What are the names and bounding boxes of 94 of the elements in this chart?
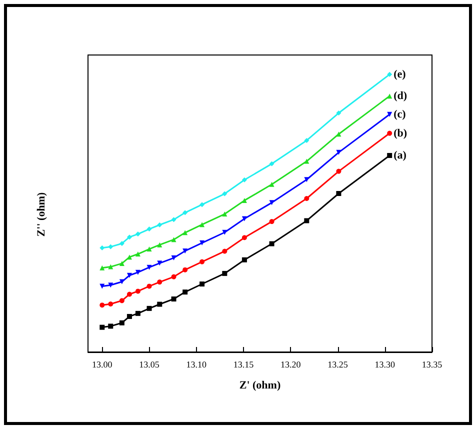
point [387,112,392,117]
point [336,191,342,196]
point [119,279,124,284]
series-label: (a) [394,149,407,162]
point [304,158,310,164]
point [100,265,105,270]
x-tick-label: 13.05 [139,360,160,370]
series-label: (d) [394,90,408,102]
point [126,234,132,240]
point [222,212,228,217]
y-axis-title: Z'' (ohm) [36,192,48,237]
point [171,255,176,260]
point [126,292,132,297]
point [242,257,247,262]
point [182,210,188,216]
series-label: (c) [394,108,406,120]
point [336,168,342,174]
point [242,177,247,182]
point [200,259,205,264]
point [135,252,140,257]
point [387,72,392,77]
point [126,314,132,319]
point [171,296,176,302]
point [119,298,124,304]
point [200,222,205,228]
point [269,241,274,246]
point [135,270,140,275]
point [387,152,392,158]
point [157,222,162,228]
point [108,301,114,306]
point [200,202,205,208]
point [182,290,188,295]
x-tick-label: 13.10 [186,360,208,370]
point [336,150,342,155]
point [108,264,114,270]
point [304,138,310,143]
point [387,130,392,136]
point [171,217,176,222]
point [135,310,140,316]
point [222,230,228,235]
point [157,280,162,285]
point [242,198,247,203]
point [146,306,152,311]
x-tick-label: 13.35 [422,360,443,370]
point [182,248,188,254]
point [108,244,114,250]
x-axis-title: Z' (ohm) [239,380,281,392]
point [119,240,124,246]
point [182,230,188,236]
point [269,161,274,166]
point [126,254,132,260]
point [100,324,105,330]
point [200,240,205,246]
point [119,320,124,326]
x-tick-label: 13.20 [280,360,302,370]
point [182,267,188,272]
point [146,264,152,270]
point [108,282,114,288]
point [269,219,274,224]
x-tick-label: 13.25 [328,360,348,370]
point [157,260,162,266]
point [157,302,162,307]
point [119,260,124,266]
x-tick-label: 13.00 [92,360,113,370]
point [336,132,342,137]
point [304,196,310,201]
point [135,288,140,294]
point [304,218,310,224]
point [336,110,342,116]
series-label: (e) [394,68,406,80]
point [171,237,176,242]
point [222,191,228,196]
point [387,94,392,99]
point [200,281,205,286]
point [242,216,247,222]
point [108,324,114,329]
point [146,226,152,232]
point [157,242,162,248]
point [100,245,105,250]
point [146,246,152,252]
x-tick-label: 13.15 [233,360,254,370]
point [100,284,105,289]
x-tick-label: 13.30 [374,360,396,370]
series-label: (b) [394,127,408,140]
point [222,270,228,276]
point [126,272,132,278]
point [269,182,274,187]
point [100,302,105,308]
point [135,232,140,237]
point [171,274,176,280]
point [269,200,274,206]
point [242,235,247,240]
point [222,248,228,254]
point [146,284,152,289]
